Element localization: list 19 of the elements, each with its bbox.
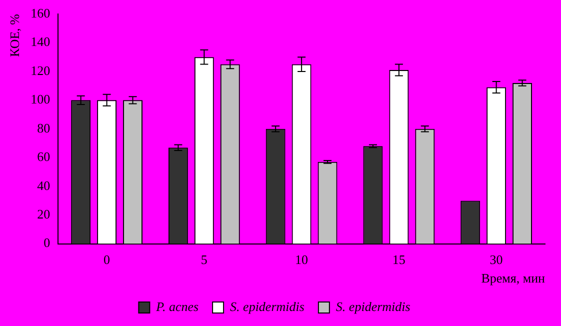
x-tick-label: 0 <box>104 252 110 268</box>
x-tick-label: 15 <box>392 252 406 268</box>
y-axis-title: КОЕ, % <box>7 14 22 58</box>
y-tick-label: 40 <box>37 178 50 193</box>
y-tick-label: 60 <box>37 149 50 164</box>
x-tick-label: 30 <box>490 252 503 268</box>
x-axis-title: Время, мин <box>481 270 546 286</box>
y-tick-label: 140 <box>30 34 50 50</box>
x-tick-label: 5 <box>200 252 208 268</box>
legend-label: P. acnes <box>155 298 199 314</box>
legend-label: S. epidermidis <box>230 298 304 314</box>
y-tick-label: 0 <box>44 235 50 250</box>
y-tick-label: 120 <box>30 62 50 78</box>
y-tick-label: 20 <box>37 206 50 222</box>
y-tick-label: 100 <box>30 92 50 107</box>
y-tick-label: 80 <box>37 120 50 136</box>
legend-label: S. epidermidis <box>336 298 410 314</box>
y-tick-label: 160 <box>30 5 50 20</box>
x-tick-label: 10 <box>295 252 308 268</box>
